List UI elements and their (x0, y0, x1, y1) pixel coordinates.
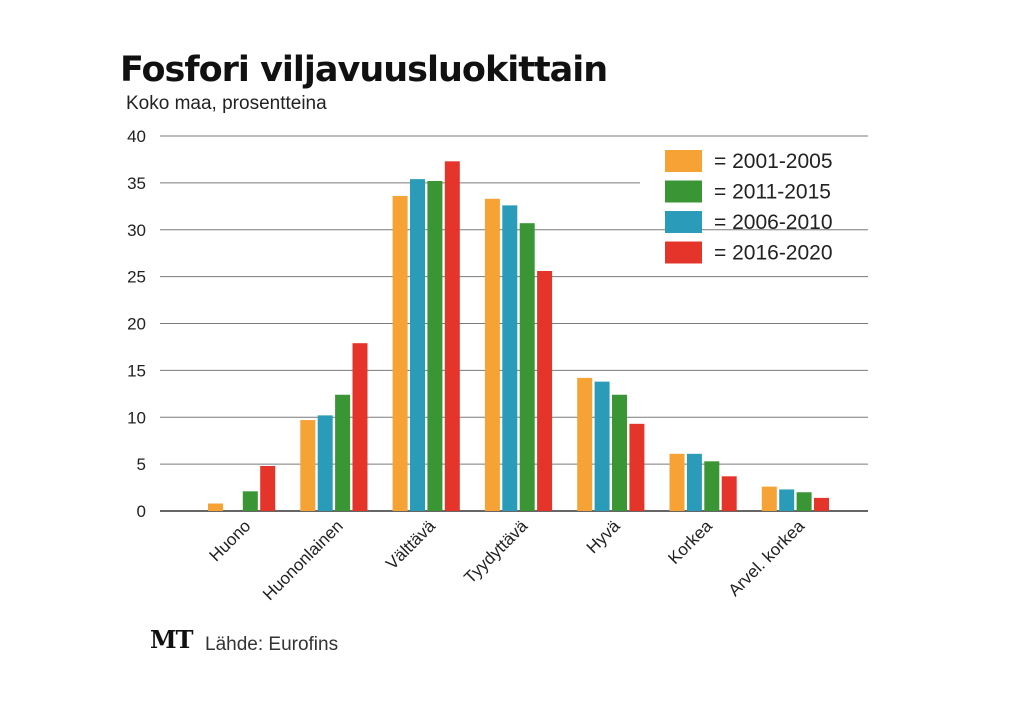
x-tick-label: Korkea (664, 516, 716, 568)
y-tick-label: 35 (127, 174, 146, 193)
bar (537, 271, 553, 511)
bar (242, 491, 258, 511)
bar (577, 377, 593, 511)
legend-swatch (665, 211, 702, 233)
legend-swatch (665, 180, 702, 203)
chart-subtitle: Koko maa, prosentteina (126, 93, 327, 114)
bar (594, 381, 610, 511)
bar (779, 489, 795, 511)
bar (669, 453, 685, 511)
legend-label: = 2001-2005 (714, 150, 833, 173)
bar (796, 492, 812, 511)
bar (502, 205, 518, 511)
bar (300, 420, 316, 511)
x-tick-label: Tyydyttävä (460, 516, 531, 587)
legend-label: = 2016-2020 (714, 242, 833, 265)
bar (629, 423, 645, 511)
x-tick-label: Arvel. korkea (725, 516, 809, 600)
y-tick-label: 40 (127, 127, 146, 146)
bar (761, 486, 777, 511)
bar (317, 415, 333, 511)
bars (208, 161, 829, 511)
bar (260, 466, 276, 511)
bar (612, 394, 627, 511)
x-tick-label: Hyvä (583, 516, 624, 557)
x-tick-label: Huono (206, 516, 255, 565)
bar (686, 453, 702, 511)
legend-label: = 2006-2010 (714, 211, 833, 234)
legend-label: = 2011-2015 (714, 181, 831, 204)
x-tick-label: Välttävä (382, 516, 439, 573)
bar (704, 461, 720, 511)
bar (392, 196, 408, 511)
bar (519, 223, 535, 511)
bar (814, 497, 829, 511)
y-tick-label: 10 (127, 408, 146, 427)
bar (410, 179, 425, 511)
y-tick-label: 25 (127, 268, 146, 287)
legend-swatch (665, 241, 702, 264)
bar (335, 394, 351, 511)
legend-swatch (665, 150, 702, 172)
bar (352, 343, 368, 511)
y-tick-label: 15 (127, 361, 146, 380)
chart-title: Fosfori viljavuusluokittain (120, 50, 608, 90)
y-axis: 0 5 10 15 20 25 30 35 40 (127, 127, 146, 521)
legend: = 2001-2005 = 2011-2015 = 2006-2010 = 2016-… (665, 150, 833, 265)
y-tick-label: 0 (137, 502, 146, 521)
y-tick-label: 30 (127, 221, 146, 240)
bar (208, 503, 223, 511)
mt-logo: MT (150, 625, 193, 654)
source-note: Lähde: Eurofins (205, 634, 339, 655)
bar (427, 181, 443, 511)
x-axis: Huono Huononlainen Välttävä Tyydyttävä Hyvä K… (206, 516, 809, 604)
y-tick-label: 20 (127, 315, 146, 334)
x-tick-label: Huononlainen (259, 516, 347, 604)
bar (484, 198, 500, 511)
bar (721, 476, 737, 511)
bar (444, 161, 460, 511)
y-tick-label: 5 (137, 455, 146, 474)
